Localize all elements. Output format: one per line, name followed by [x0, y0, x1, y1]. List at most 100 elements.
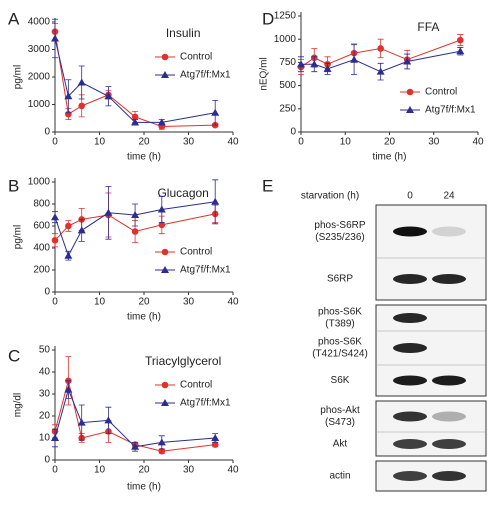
blot-row-label: phos-S6RP [314, 220, 365, 231]
blot-row-label: S6K [331, 375, 350, 386]
marker [51, 434, 59, 441]
blot-band [432, 411, 466, 422]
y-tick-label: 3000 [28, 44, 51, 55]
x-tick-label: 30 [183, 297, 195, 308]
y-axis-label: mg/dl [13, 393, 24, 417]
marker [211, 434, 220, 441]
blot-box [375, 204, 487, 301]
blot-row-label: (S235/236) [315, 232, 364, 243]
x-axis-label: time (h) [127, 312, 161, 323]
y-tick-label: 500 [279, 80, 296, 91]
y-tick-label: 4000 [28, 17, 51, 28]
y-tick-label: 800 [33, 199, 50, 210]
blot-band [393, 226, 427, 237]
y-tick-label: 250 [279, 103, 296, 114]
blot-band [432, 471, 466, 481]
x-tick-label: 20 [138, 297, 150, 308]
blot-band [393, 375, 427, 386]
legend-marker [161, 399, 169, 406]
blot-box [375, 400, 487, 457]
y-axis-label: pg/ml [13, 65, 24, 89]
blot-band [393, 274, 427, 284]
marker [51, 213, 59, 221]
legend-label: Atg7f/f:Mx1 [180, 265, 231, 276]
y-tick-label: 1000 [28, 177, 51, 188]
marker [211, 441, 219, 448]
marker [104, 208, 113, 216]
marker [77, 78, 86, 86]
legend-label: Control [180, 52, 212, 63]
x-tick-label: 0 [52, 465, 58, 476]
y-axis-label: nEQ/ml [259, 57, 270, 90]
x-tick-label: 10 [94, 137, 106, 148]
marker [131, 113, 139, 121]
legend-label: Atg7f/f:Mx1 [180, 398, 231, 409]
x-tick-label: 0 [52, 137, 58, 148]
x-tick-label: 10 [340, 137, 352, 148]
blot-box [375, 460, 487, 492]
marker [323, 64, 332, 72]
blot-column: 24 [443, 191, 455, 202]
x-tick-label: 0 [52, 297, 58, 308]
marker [131, 118, 140, 126]
marker [158, 221, 166, 229]
marker [456, 47, 465, 55]
blot-band [393, 343, 427, 353]
chart-title: FFA [417, 20, 439, 34]
marker [297, 60, 305, 68]
marker [77, 226, 86, 234]
legend-label: Control [425, 87, 457, 98]
blot-band [432, 274, 466, 284]
blot-band [432, 226, 466, 237]
x-tick-label: 20 [384, 137, 396, 148]
marker [77, 418, 86, 426]
y-tick-label: 0 [44, 127, 50, 138]
blot-band [393, 471, 427, 481]
y-tick-label: 20 [39, 411, 51, 422]
legend-label: Atg7f/f:Mx1 [180, 70, 231, 81]
marker [131, 211, 140, 218]
blot-header: starvation (h) [301, 191, 359, 202]
y-tick-label: 600 [33, 221, 50, 232]
y-tick-label: 400 [33, 243, 50, 254]
y-tick-label: 1000 [28, 99, 51, 110]
marker [377, 45, 384, 52]
panel-label: A [8, 9, 20, 28]
y-tick-label: 40 [39, 367, 51, 378]
x-tick-label: 10 [94, 465, 106, 476]
blot-band [432, 439, 466, 449]
blot-row-label: (S473) [325, 417, 355, 428]
y-tick-label: 0 [44, 455, 50, 466]
x-tick-label: 30 [428, 137, 440, 148]
x-tick-label: 40 [227, 297, 239, 308]
x-tick-label: 0 [298, 137, 304, 148]
blot-row-label: phos-S6K [318, 337, 362, 348]
blot-row-label: phos-S6K [318, 307, 362, 318]
marker [157, 118, 166, 126]
marker [403, 57, 412, 65]
blot-band [393, 313, 427, 323]
y-tick-label: 50 [39, 345, 51, 356]
marker [211, 108, 220, 116]
x-tick-label: 30 [183, 465, 195, 476]
marker [310, 60, 319, 68]
x-axis-label: time (h) [127, 152, 161, 163]
marker [157, 205, 166, 213]
marker [104, 416, 113, 424]
y-tick-label: 0 [290, 127, 296, 138]
legend-marker [161, 381, 169, 389]
marker [376, 67, 385, 75]
legend-label: Atg7f/f:Mx1 [425, 105, 476, 116]
marker [64, 251, 73, 259]
marker [104, 92, 113, 100]
x-tick-label: 10 [94, 297, 106, 308]
legend-label: Control [180, 380, 212, 391]
blot-row-label: S6RP [327, 274, 353, 285]
marker [157, 438, 166, 446]
marker [457, 36, 464, 44]
marker [51, 237, 59, 244]
x-tick-label: 40 [227, 137, 239, 148]
y-tick-label: 10 [39, 433, 51, 444]
legend-marker [161, 266, 169, 273]
